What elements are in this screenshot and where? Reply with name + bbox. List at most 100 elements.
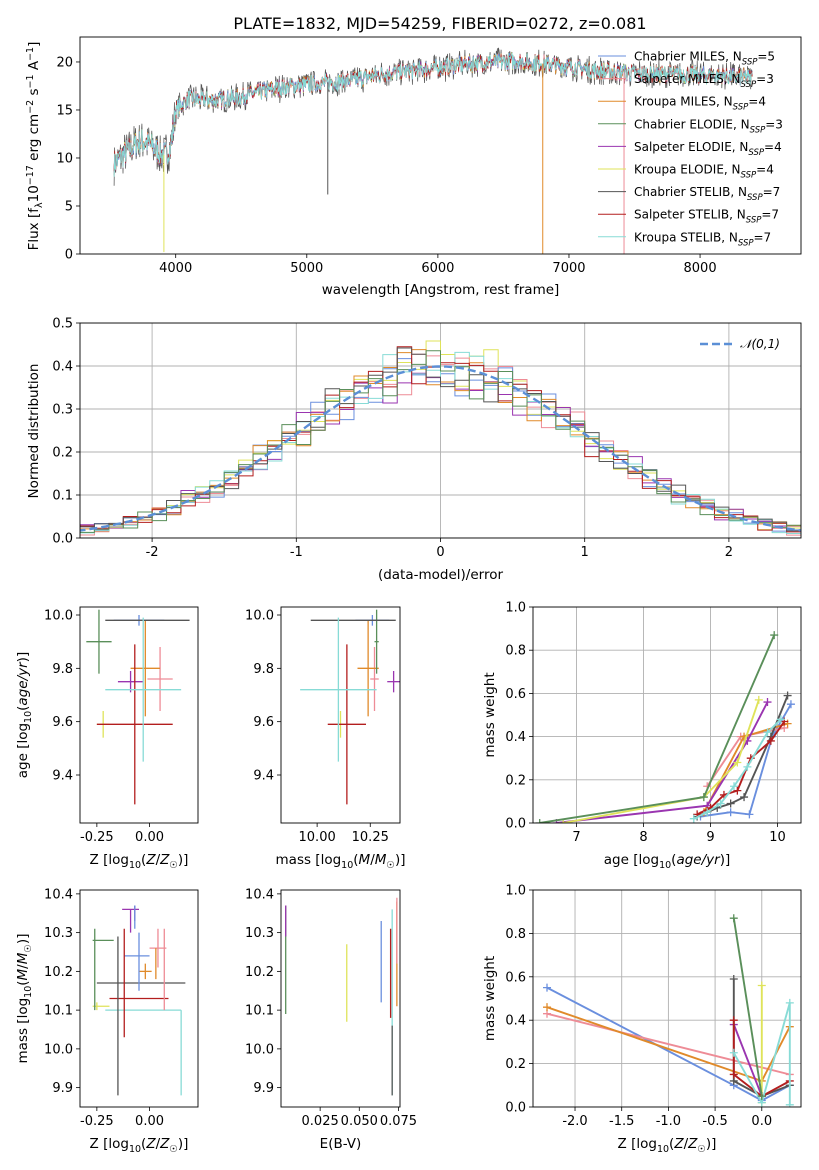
marker-plus bbox=[740, 793, 749, 802]
y-axis-label: Normed distribution bbox=[26, 364, 42, 499]
y-tick-label: 10.1 bbox=[44, 1004, 73, 1019]
y-tick-label: 0.5 bbox=[52, 317, 73, 332]
axes-spectrum: 4000 5000 6000 7000 8000 0 5 10 15 20 wavelength [… bbox=[25, 36, 802, 298]
legend-entry: Salpeter ELODIE, NSSP=4 bbox=[634, 140, 782, 158]
normal-curve bbox=[80, 365, 801, 532]
x-tick-label: 0 bbox=[436, 545, 444, 560]
legend: Chabrier MILES, NSSP=5 Salpeter MILES, NS… bbox=[598, 50, 783, 248]
y-tick-label: 0.2 bbox=[505, 773, 526, 788]
plot-area bbox=[80, 323, 801, 538]
marker-plus bbox=[745, 810, 754, 819]
plot-area bbox=[300, 609, 400, 805]
y-tick-label: 10 bbox=[56, 151, 73, 166]
x-tick-label: 6000 bbox=[421, 261, 454, 276]
grid bbox=[80, 323, 801, 538]
axes-frame bbox=[79, 36, 802, 255]
histogram-series bbox=[80, 350, 801, 537]
y-tick-label: 10.4 bbox=[44, 887, 73, 902]
axes-frame bbox=[79, 322, 802, 539]
marker-plus bbox=[754, 695, 763, 704]
y-tick-label: 10.0 bbox=[245, 1042, 274, 1057]
series-line bbox=[562, 699, 760, 823]
x-tick-label: 7000 bbox=[552, 261, 585, 276]
marker-plus bbox=[729, 914, 738, 923]
x-tick-label: 5000 bbox=[290, 261, 323, 276]
y-tick-label: 0.0 bbox=[505, 1101, 526, 1116]
y-tick-label: 9.6 bbox=[253, 715, 274, 730]
y-tick-label: 9.6 bbox=[52, 715, 73, 730]
grid bbox=[533, 607, 801, 823]
y-axis-label: Flux [fλ10−17 erg cm−2 s−1 A−1] bbox=[25, 42, 45, 251]
legend-entry: Chabrier MILES, NSSP=5 bbox=[634, 50, 775, 68]
legend-entry: Chabrier STELIB, NSSP=7 bbox=[634, 185, 780, 203]
marker-plus bbox=[716, 799, 725, 808]
legend-entry: Kroupa STELIB, NSSP=7 bbox=[634, 230, 771, 248]
marker-plus bbox=[763, 698, 772, 707]
marker-plus bbox=[559, 819, 568, 823]
legend-entry: 𝒩(0,1) bbox=[740, 337, 780, 351]
y-tick-label: 5 bbox=[65, 199, 73, 214]
y-tick-label: 10.4 bbox=[245, 887, 274, 902]
marker-plus bbox=[699, 793, 708, 802]
y-tick-label: 20 bbox=[56, 55, 73, 70]
axes-residuals: -2 -1 0 1 2 0.0 0.1 0.2 0.3 0.4 0.5 𝒩(0,1) (data-mod… bbox=[26, 317, 802, 583]
axes-mass_weight_vs_Z: -2.0 -1.5 -1.0 -0.5 0.0 0.0 0.2 0.4 0.6 0.8 1.0 Z [… bbox=[482, 884, 802, 1155]
y-axis-label: age [log10(age/yr)] bbox=[15, 652, 34, 778]
y-tick-label: 10.0 bbox=[245, 609, 274, 624]
x-tick-label: 0.025 bbox=[302, 1114, 339, 1129]
x-tick-label: 7 bbox=[572, 830, 580, 845]
y-tick-label: 10.1 bbox=[245, 1004, 274, 1019]
x-axis-label: Z [log10(Z/Z☉)] bbox=[90, 852, 189, 871]
y-tick-label: 0.6 bbox=[505, 687, 526, 702]
y-tick-label: 0.2 bbox=[52, 446, 73, 461]
x-tick-label: 8000 bbox=[684, 261, 717, 276]
marker-plus bbox=[757, 1092, 766, 1101]
series-line bbox=[732, 1024, 763, 1097]
y-axis-label: mass [log10(M/M☉)] bbox=[15, 934, 34, 1064]
y-tick-label: 0.8 bbox=[505, 927, 526, 942]
x-tick-label: -1 bbox=[290, 545, 303, 560]
x-tick-label: -0.25 bbox=[80, 830, 114, 845]
marker-plus bbox=[766, 736, 775, 745]
x-tick-label: 2 bbox=[725, 545, 733, 560]
axes-mass_vs_Z: -0.25 0.00 9.9 10.0 10.1 10.2 10.3 10.4 Z [log10… bbox=[15, 887, 199, 1155]
y-tick-label: 10.0 bbox=[44, 1042, 73, 1057]
x-tick-label: -1.5 bbox=[609, 1114, 634, 1129]
x-tick-label: 0.0 bbox=[751, 1114, 772, 1129]
y-axis-label: mass weight bbox=[482, 672, 498, 757]
marker-plus bbox=[729, 1016, 738, 1025]
x-tick-label: 1 bbox=[581, 545, 589, 560]
y-tick-label: 1.0 bbox=[505, 884, 526, 899]
marker-plus bbox=[730, 782, 738, 791]
y-tick-label: 9.8 bbox=[253, 662, 274, 677]
x-tick-label: 0.075 bbox=[380, 1114, 417, 1129]
y-tick-label: 10.2 bbox=[44, 965, 73, 980]
axes-frame bbox=[532, 606, 802, 824]
x-axis-label: Z [log10(Z/Z☉)] bbox=[618, 1136, 717, 1155]
legend-entry: Salpeter MILES, NSSP=3 bbox=[634, 72, 774, 90]
y-tick-label: 0.8 bbox=[505, 644, 526, 659]
marker-plus bbox=[733, 786, 742, 795]
marker-plus bbox=[689, 814, 698, 823]
marker-plus bbox=[757, 981, 766, 990]
x-axis-label: (data-model)/error bbox=[378, 567, 504, 583]
x-tick-label: 0.050 bbox=[341, 1114, 378, 1129]
y-tick-label: 10.3 bbox=[44, 926, 73, 941]
y-tick-label: 0.0 bbox=[505, 817, 526, 832]
x-tick-label: 10.00 bbox=[299, 830, 336, 845]
x-tick-label: 9 bbox=[706, 830, 714, 845]
series-line bbox=[732, 918, 763, 1097]
marker-plus bbox=[729, 1070, 738, 1079]
x-tick-label: -2.0 bbox=[562, 1114, 587, 1129]
y-tick-label: 0.2 bbox=[505, 1057, 526, 1072]
axes-frame bbox=[280, 606, 401, 824]
y-tick-label: 9.4 bbox=[253, 769, 274, 784]
marker-plus bbox=[703, 808, 712, 817]
x-tick-label: -2 bbox=[146, 545, 159, 560]
y-tick-label: 0.4 bbox=[505, 1014, 526, 1029]
y-tick-label: 0.3 bbox=[52, 403, 73, 418]
y-tick-label: 9.8 bbox=[52, 662, 73, 677]
y-tick-label: 9.9 bbox=[253, 1081, 274, 1096]
series-line bbox=[539, 634, 776, 823]
y-tick-label: 0 bbox=[65, 248, 73, 263]
